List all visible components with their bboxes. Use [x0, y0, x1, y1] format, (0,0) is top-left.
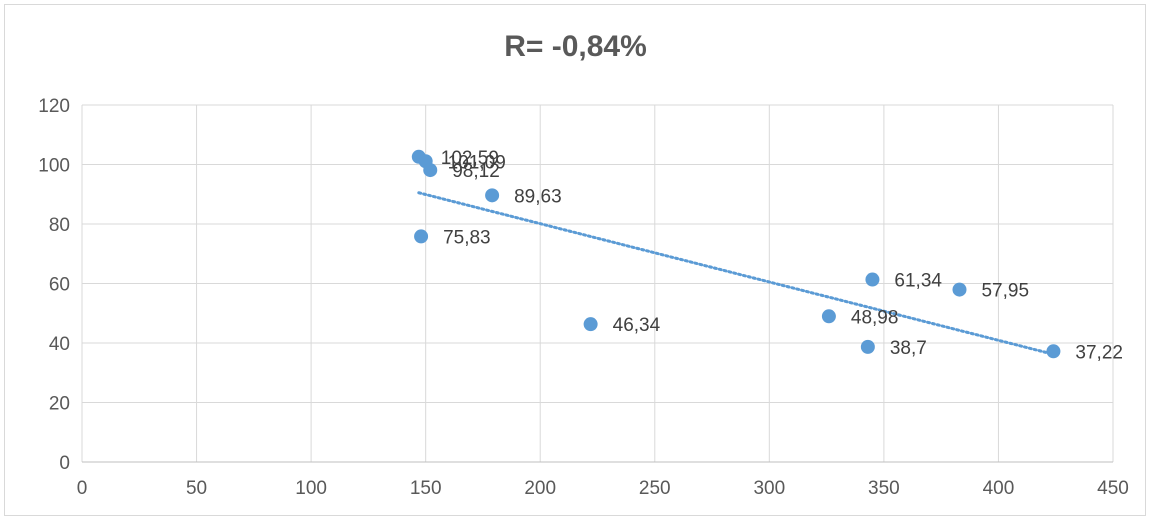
y-tick-label: 100: [38, 156, 70, 177]
trendline: [417, 191, 1055, 356]
data-label: 75,83: [443, 227, 491, 248]
data-point: [952, 282, 967, 297]
x-tick-label: 400: [983, 478, 1015, 499]
data-label: 101,09: [448, 152, 506, 173]
x-tick-label: 100: [295, 478, 327, 499]
chart-title: R= -0,84%: [504, 30, 647, 63]
data-label: 61,34: [894, 271, 942, 292]
data-label: 89,63: [514, 186, 562, 207]
data-point: [485, 188, 500, 203]
data-label: 46,34: [613, 315, 661, 336]
data-label: 57,95: [981, 281, 1029, 302]
data-point: [821, 309, 836, 324]
y-tick-label: 40: [49, 334, 70, 355]
data-label: 38,7: [890, 338, 927, 359]
trendline-group: [417, 191, 1055, 356]
x-tick-label: 250: [639, 478, 671, 499]
data-label: 37,22: [1075, 342, 1123, 363]
y-tick-label: 60: [49, 275, 70, 296]
chart-frame: [4, 4, 1146, 516]
x-tick-label: 300: [753, 478, 785, 499]
data-point: [865, 272, 880, 287]
tick-labels: 0 50 100 150 200 250 300 350 400 450 0 20 40 60 80 100 1…: [38, 96, 1129, 499]
data-label: 102,59: [441, 148, 499, 169]
data-point: [860, 339, 875, 354]
x-tick-label: 350: [868, 478, 900, 499]
y-tick-label: 0: [59, 453, 70, 474]
x-tick-label: 150: [410, 478, 442, 499]
y-tick-label: 20: [49, 394, 70, 415]
x-tick-label: 50: [186, 478, 207, 499]
data-label: 48,98: [851, 307, 899, 328]
data-points: [411, 149, 1061, 359]
data-point: [414, 229, 429, 244]
data-point: [583, 317, 598, 332]
x-tick-label: 450: [1097, 478, 1129, 499]
x-tick-label: 200: [524, 478, 556, 499]
data-point: [1046, 344, 1061, 359]
data-point: [423, 163, 438, 178]
y-tick-label: 80: [49, 215, 70, 236]
data-label: 98,12: [452, 161, 500, 182]
x-tick-label: 0: [77, 478, 88, 499]
y-tick-label: 120: [38, 96, 70, 117]
